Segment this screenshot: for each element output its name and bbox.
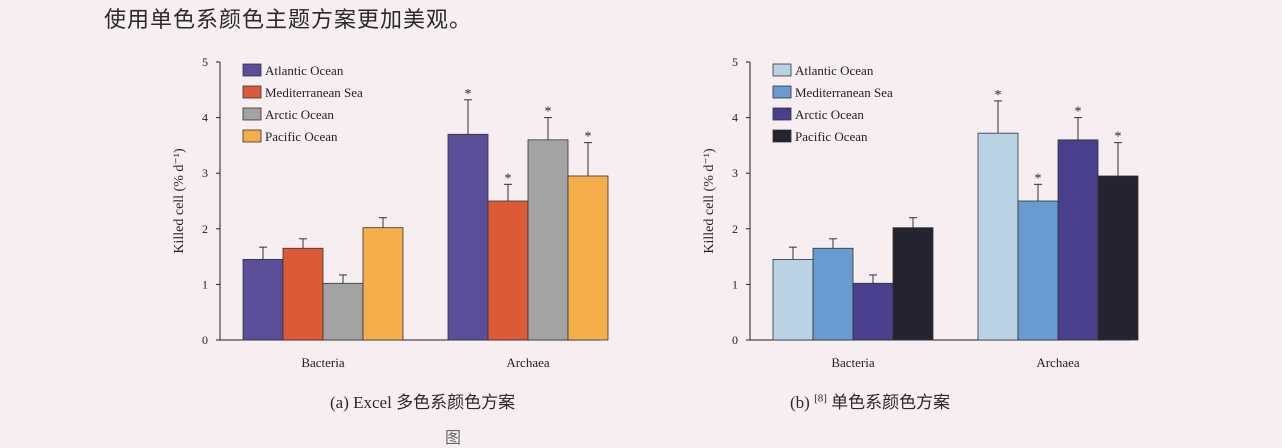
legend-label: Atlantic Ocean [265, 63, 344, 78]
bar-bacteria-2 [852, 282, 894, 341]
y-tick-label: 1 [202, 277, 208, 291]
y-tick-label: 2 [202, 222, 208, 236]
bar-bacteria-0 [772, 258, 814, 341]
bar-archaea-3 [567, 175, 609, 341]
legend-swatch [772, 85, 792, 99]
x-tick-label: Bacteria [831, 355, 875, 370]
caption-b-citation: [8] [814, 392, 827, 405]
x-tick-label: Archaea [1036, 355, 1080, 370]
y-tick-label: 5 [732, 55, 738, 69]
bar-chart-b: 0 1 2 3 4 5 Killed cell (% d⁻¹) Bacteria * * * * Arc… [702, 55, 1139, 370]
figure-caption-partial: 图 [445, 428, 462, 447]
caption-a-suffix: 多色系颜色方案 [396, 393, 516, 412]
caption-b-suffix: 单色系颜色方案 [831, 393, 951, 412]
legend-label: Arctic Ocean [265, 107, 334, 122]
bar-bacteria-3 [362, 227, 404, 341]
legend-swatch [242, 63, 262, 77]
legend-swatch [242, 107, 262, 121]
significance-marker: * [585, 130, 592, 145]
bar-chart-a: 0 1 2 3 4 5 Killed cell (% d⁻¹) Bacteria * * * * Arc… [172, 55, 609, 370]
legend-label: Arctic Ocean [795, 107, 864, 122]
significance-marker: * [505, 171, 512, 186]
significance-marker: * [465, 87, 472, 102]
legend: Atlantic Ocean Mediterranean Sea Arctic Oc… [772, 63, 893, 144]
x-tick-label: Archaea [506, 355, 550, 370]
intro-text: 使用单色系颜色主题方案更加美观。 [104, 8, 473, 33]
bar-archaea-2 [527, 139, 569, 341]
caption-b-prefix: (b) [790, 393, 815, 412]
caption-b: (b) [8] 单色系颜色方案 [790, 388, 950, 413]
bar-archaea-1 [487, 200, 529, 341]
legend-swatch [242, 129, 262, 143]
y-tick-label: 1 [732, 277, 738, 291]
caption-a-prefix: (a) Excel [330, 393, 397, 412]
bar-bacteria-3 [892, 227, 934, 341]
y-tick-label: 5 [202, 55, 208, 69]
legend-swatch [242, 85, 262, 99]
bar-bacteria-1 [812, 247, 854, 341]
y-tick-label: 0 [202, 333, 208, 347]
significance-marker: * [1075, 105, 1082, 120]
chart-b: 0 1 2 3 4 5 Killed cell (% d⁻¹) Bacteria * * * * Arc… [695, 40, 1155, 379]
bar-bacteria-0 [242, 258, 284, 341]
y-tick-label: 2 [732, 222, 738, 236]
y-axis-label: Killed cell (% d⁻¹) [702, 148, 717, 254]
legend-label: Mediterranean Sea [265, 85, 363, 100]
legend-label: Pacific Ocean [265, 129, 338, 144]
chart-a: 0 1 2 3 4 5 Killed cell (% d⁻¹) Bacteria * * * * Arc… [165, 40, 625, 379]
significance-marker: * [995, 88, 1002, 103]
y-axis-label: Killed cell (% d⁻¹) [172, 148, 187, 254]
significance-marker: * [1115, 130, 1122, 145]
caption-a: (a) Excel 多色系颜色方案 [330, 388, 515, 413]
bar-bacteria-2 [322, 282, 364, 341]
y-tick-label: 0 [732, 333, 738, 347]
legend-swatch [772, 129, 792, 143]
legend-label: Pacific Ocean [795, 129, 868, 144]
legend-swatch [772, 63, 792, 77]
legend-label: Atlantic Ocean [795, 63, 874, 78]
x-tick-label: Bacteria [301, 355, 345, 370]
bar-archaea-3 [1097, 175, 1139, 341]
significance-marker: * [1035, 171, 1042, 186]
bar-archaea-1 [1017, 200, 1059, 341]
significance-marker: * [545, 105, 552, 120]
y-tick-label: 4 [202, 111, 208, 125]
bar-archaea-2 [1057, 139, 1099, 341]
y-tick-label: 3 [202, 166, 208, 180]
y-tick-label: 3 [732, 166, 738, 180]
bar-bacteria-1 [282, 247, 324, 341]
y-tick-label: 4 [732, 111, 738, 125]
legend-label: Mediterranean Sea [795, 85, 893, 100]
legend-swatch [772, 107, 792, 121]
bar-archaea-0 [447, 133, 489, 341]
bar-archaea-0 [977, 132, 1019, 341]
legend: Atlantic Ocean Mediterranean Sea Arctic Oc… [242, 63, 363, 144]
